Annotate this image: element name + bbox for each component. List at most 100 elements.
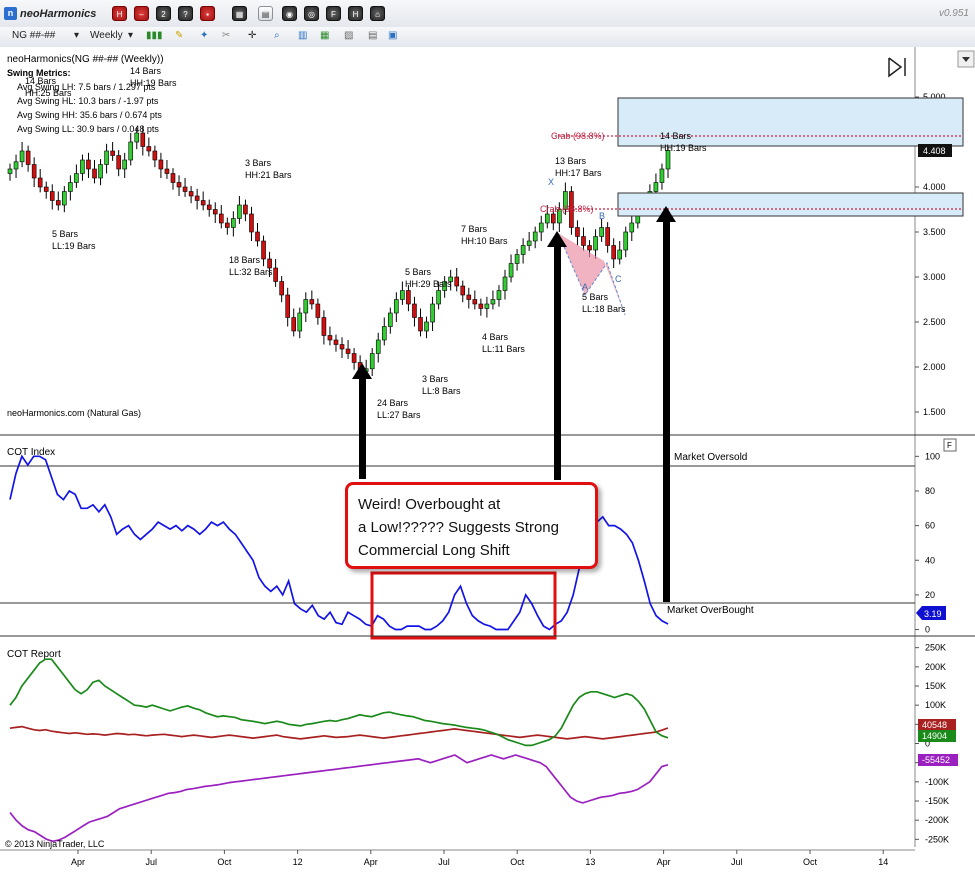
dropdown-icon[interactable]: ▾	[74, 30, 80, 41]
stop-button[interactable]: –	[134, 6, 149, 21]
swing-label: LL:11 Bars	[482, 344, 525, 354]
fib-button[interactable]: F	[326, 6, 341, 21]
cot-tick-label: 0	[925, 625, 930, 635]
candle-body	[333, 339, 339, 345]
candle-body	[146, 146, 152, 152]
swing-label: 5 Bars	[582, 292, 609, 302]
swing-label: 24 Bars	[377, 398, 409, 408]
grid-button[interactable]: ▦	[232, 6, 247, 21]
candle-body	[520, 245, 526, 255]
candle-body	[267, 258, 272, 269]
candle-body	[225, 222, 230, 228]
candle-body	[369, 353, 375, 370]
dropdown-icon	[962, 57, 970, 62]
price-tick-label: 5.000	[923, 92, 946, 102]
crosshair-icon[interactable]: ✛	[248, 30, 257, 41]
candle-body	[152, 150, 158, 161]
help-button[interactable]: H	[112, 6, 127, 21]
candle-body	[653, 182, 659, 192]
candle-body	[611, 245, 616, 260]
arrow-shaft	[554, 247, 561, 480]
cot-last-value: 3.19	[924, 609, 942, 619]
crab-label-upper: Crab (98.8%)	[551, 131, 605, 141]
candle-body	[526, 240, 532, 246]
strategies-icon[interactable]: ▧	[344, 30, 354, 41]
data-box-icon[interactable]: ▣	[388, 30, 398, 41]
candle-body	[412, 303, 417, 318]
swing-labels: 14 Bars HH:25 Bars 14 Bars HH:19 Bars 5 …	[25, 66, 707, 420]
swing-label: HH:17 Bars	[555, 168, 602, 178]
candle-body	[400, 290, 405, 300]
swing-label: HH:19 Bars	[660, 143, 707, 153]
candle-body	[388, 312, 393, 327]
chart-toolbar: NG ##-## ▾ Weekly ▾ ▮▮▮ ✎ ✦ ✂ ✛ ⌕ ▥ ▦ ▧ …	[0, 27, 975, 48]
x-tick-label: Jul	[438, 857, 450, 867]
candle-body	[158, 159, 164, 170]
callout-line: Commercial Long Shift	[358, 542, 510, 559]
candle-body	[122, 159, 127, 170]
candle-body	[194, 195, 200, 201]
contract-button[interactable]: ◉	[282, 6, 297, 21]
pencil-icon[interactable]: ✎	[175, 30, 184, 41]
report-tick-label: 100K	[925, 700, 946, 710]
swing-label: 4 Bars	[482, 332, 509, 342]
swing-label: LL:19 Bars	[52, 241, 96, 251]
small-trader-net-line	[9, 754, 669, 843]
cot-tick-label: 60	[925, 521, 935, 531]
dropdown-icon[interactable]: ▾	[128, 30, 134, 41]
record-button[interactable]: ▪	[200, 6, 215, 21]
candle-body	[261, 240, 266, 260]
candle-body	[212, 209, 218, 215]
zoom-icon[interactable]: ⌕	[274, 30, 280, 41]
compass-button[interactable]: ◎	[304, 6, 319, 21]
magic-icon[interactable]: ✦	[200, 30, 209, 41]
candle-body	[508, 263, 514, 278]
price-panel-title: neoHarmonics(NG ##-## (Weekly))	[7, 54, 164, 65]
target-zone-lower	[617, 192, 964, 217]
candle-body	[593, 236, 598, 251]
candle-body	[406, 290, 411, 305]
pattern-point-c: C	[615, 274, 622, 284]
report-tick-label: 0	[925, 739, 930, 749]
candle-body	[200, 200, 206, 206]
crab-label-lower: Crab (98.8%)	[540, 204, 594, 214]
candle-body	[460, 285, 466, 296]
candle-body	[37, 177, 43, 188]
price-tick-label: 3.500	[923, 227, 946, 237]
swing-label: 14 Bars	[130, 66, 162, 76]
cot-report-title: COT Report	[7, 649, 61, 660]
candle-body	[218, 213, 224, 224]
candle-body	[98, 164, 103, 179]
h-button[interactable]: H	[348, 6, 363, 21]
candle-body	[31, 164, 37, 179]
question-button[interactable]: ?	[178, 6, 193, 21]
two-button[interactable]: 2	[156, 6, 171, 21]
candle-body	[19, 150, 25, 163]
candle-body	[80, 159, 85, 174]
candle-body	[25, 150, 31, 165]
panel-format-label: F	[947, 441, 952, 450]
candle-body	[490, 299, 496, 305]
candle-body	[55, 200, 61, 206]
panel-format-button[interactable]	[943, 438, 957, 452]
home-button[interactable]: ⌂	[370, 6, 385, 21]
candle-body	[315, 303, 321, 318]
templates-icon[interactable]: ▤	[368, 30, 378, 41]
last-price-label: 4.408	[923, 146, 946, 156]
swing-metric-line: Avg Swing HL: 10.3 bars / -1.97 pts	[17, 96, 159, 106]
candle-body	[496, 290, 502, 300]
play-end-icon[interactable]	[888, 57, 906, 78]
cot-index-title: COT Index	[7, 447, 55, 458]
chart-properties-icon[interactable]: ▥	[298, 30, 308, 41]
pin-icon[interactable]: ✂	[222, 30, 231, 41]
instrument-selector[interactable]: NG ##-##	[12, 30, 56, 41]
indicators-icon[interactable]: ▦	[320, 30, 330, 41]
market-overbought-label: Market OverBought	[667, 605, 754, 616]
bars-icon[interactable]: ▮▮▮	[146, 30, 163, 41]
calculator-button[interactable]: ▤	[258, 6, 273, 21]
candle-body	[273, 267, 278, 282]
price-tick-label: 3.000	[923, 272, 946, 282]
harmonic-pattern	[558, 233, 625, 315]
interval-selector[interactable]: Weekly	[90, 30, 123, 41]
pattern-point-b: B	[599, 211, 605, 221]
